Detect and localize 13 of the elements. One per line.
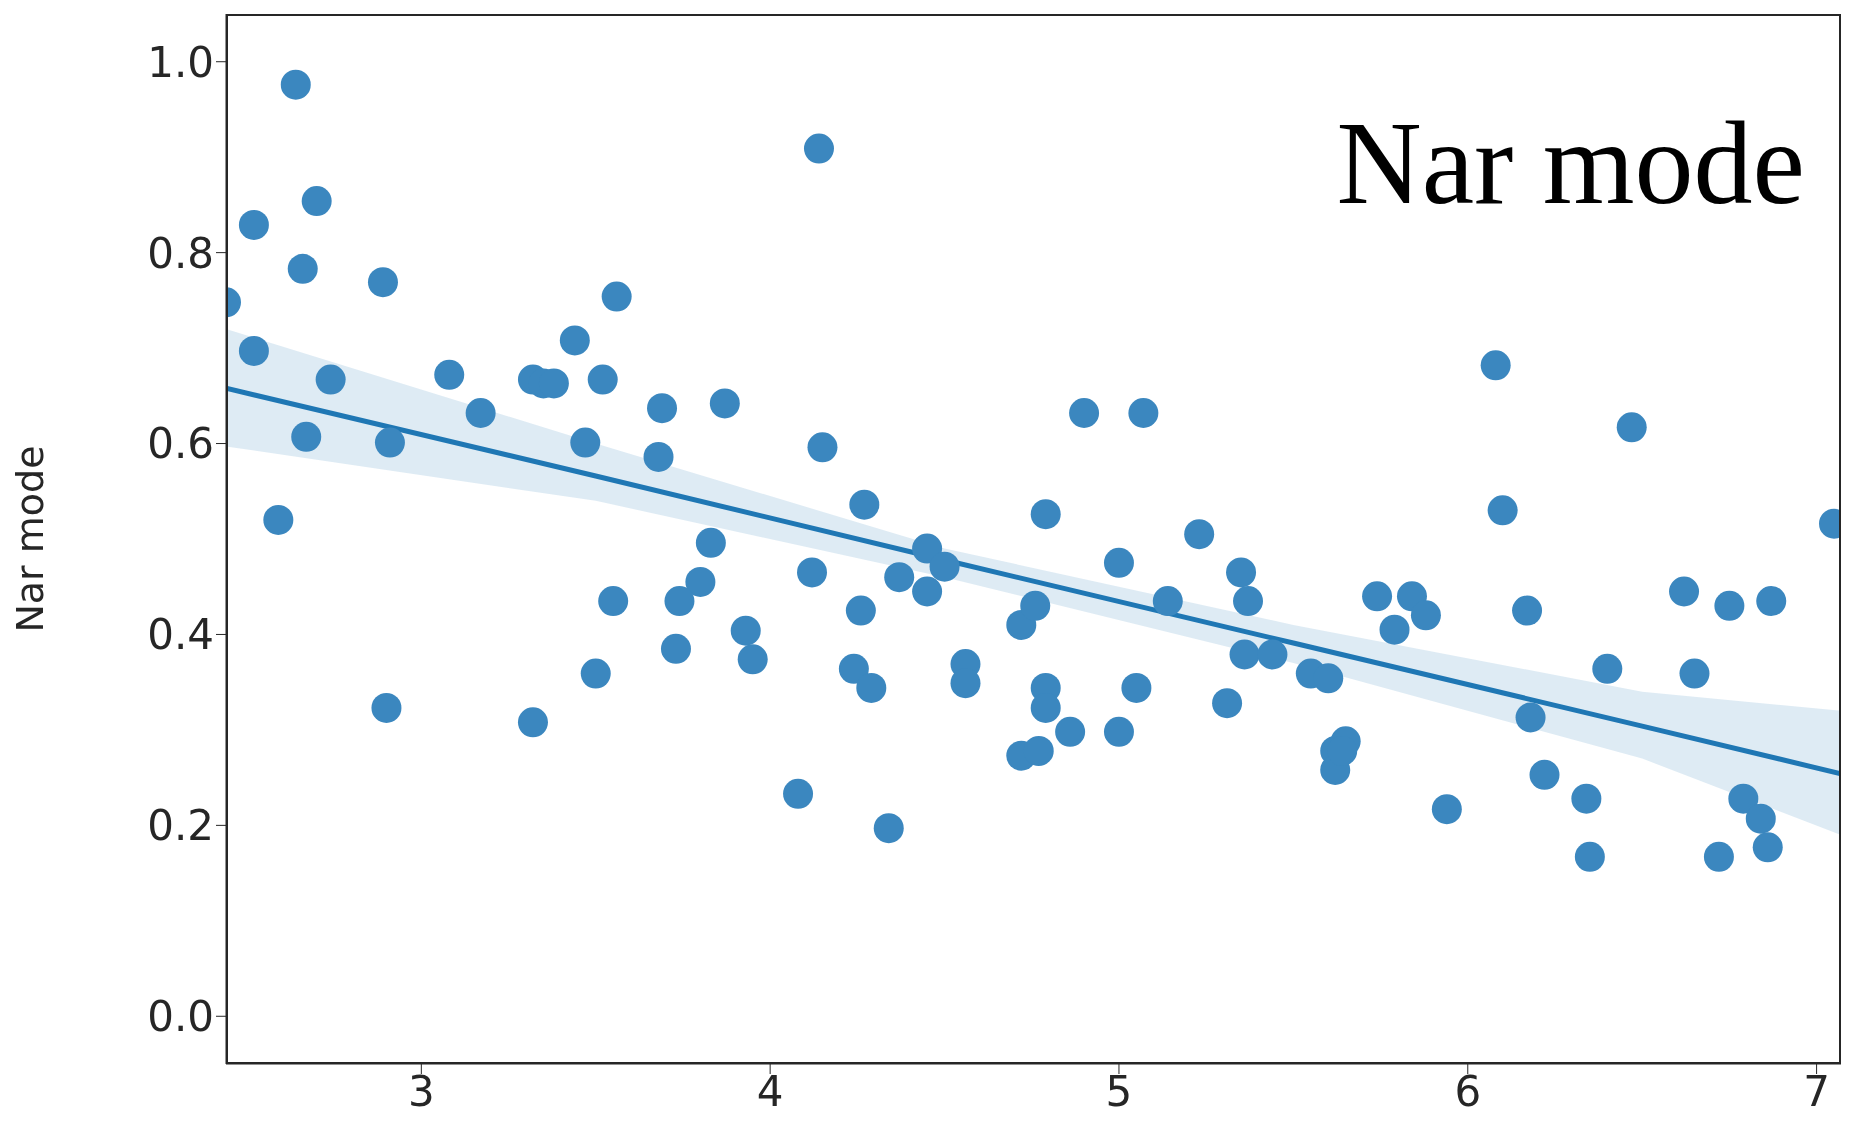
x-tick-label: 7	[1803, 1066, 1830, 1116]
y-tick-label: 0.2	[147, 801, 214, 851]
y-tick-label: 0.6	[147, 419, 214, 469]
y-tick-label: 0.0	[147, 992, 214, 1042]
x-tick-label: 3	[407, 1066, 435, 1116]
x-tick-label: 4	[756, 1066, 784, 1116]
y-tick-label: 0.4	[147, 610, 214, 660]
x-tick-label: 6	[1454, 1066, 1482, 1116]
y-axis-title: Nar mode	[8, 445, 53, 633]
y-tick-label: 0.8	[147, 228, 214, 278]
y-tick-label: 1.0	[147, 37, 214, 87]
x-tick-label: 5	[1105, 1066, 1133, 1116]
annotation: Nar mode	[1336, 98, 1805, 229]
